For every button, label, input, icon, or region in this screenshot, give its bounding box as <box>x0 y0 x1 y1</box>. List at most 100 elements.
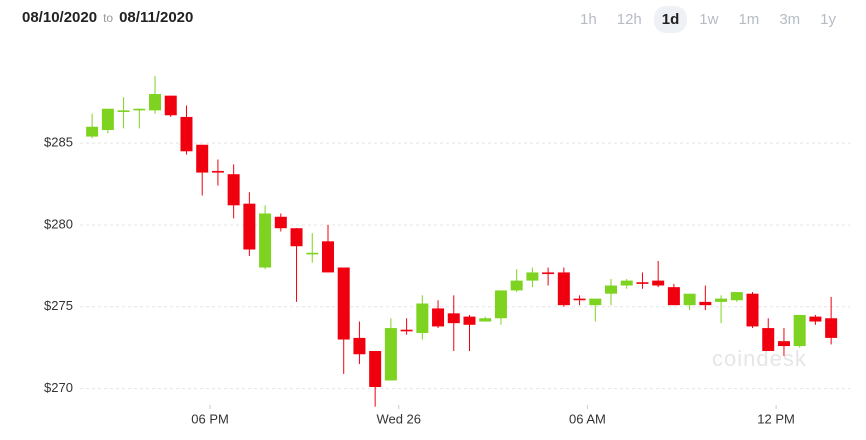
range-button[interactable]: 1m <box>738 11 760 28</box>
candle-body <box>180 116 193 152</box>
candle <box>542 267 555 286</box>
candle <box>557 267 570 307</box>
candle <box>400 318 413 335</box>
candle <box>290 228 303 302</box>
candle-body <box>227 174 240 206</box>
candle-body <box>510 280 523 291</box>
range-selector: 1h 12h 1d 1w 1m 3m 1y <box>568 6 844 33</box>
candle-body <box>494 290 507 319</box>
candle <box>479 316 492 322</box>
candle <box>667 283 680 306</box>
candle <box>211 159 224 186</box>
date-to[interactable]: 08/11/2020 <box>119 9 194 26</box>
y-tick-label: $285 <box>44 135 73 150</box>
candle <box>652 260 665 288</box>
candle <box>133 108 146 129</box>
candle-body <box>463 316 476 325</box>
candle-body <box>196 144 209 173</box>
range-button[interactable]: 1w <box>699 11 719 28</box>
candle-body <box>117 110 130 113</box>
candle-body <box>715 298 728 302</box>
candle <box>746 292 759 329</box>
x-tick-label: 12 PM <box>757 411 795 426</box>
date-separator: to <box>103 11 114 25</box>
candle <box>101 108 114 134</box>
y-tick-label: $280 <box>44 216 73 231</box>
range-button[interactable]: 12h <box>616 11 642 28</box>
candle-body <box>526 272 539 281</box>
candle <box>793 314 806 348</box>
candle-body <box>101 108 114 131</box>
candle <box>243 192 256 257</box>
candle-body <box>369 350 382 387</box>
candle <box>416 295 429 340</box>
candle <box>777 328 790 356</box>
candle-body <box>746 293 759 327</box>
candle-body <box>416 303 429 333</box>
candle <box>825 296 838 345</box>
candle <box>259 205 272 270</box>
candle-body <box>683 293 696 306</box>
candle <box>274 213 287 232</box>
candle-body <box>337 267 350 340</box>
candle-body <box>825 318 838 338</box>
candle-body <box>211 170 224 173</box>
candle-body <box>636 282 649 284</box>
candle <box>86 113 99 139</box>
y-tick-label: $270 <box>44 380 73 395</box>
candle <box>605 278 618 306</box>
candle-body <box>306 252 319 255</box>
candle-body <box>243 203 256 250</box>
range-button[interactable]: 3m <box>779 11 801 28</box>
candle-body <box>353 337 366 355</box>
date-from[interactable]: 08/10/2020 <box>22 9 98 26</box>
candle-body <box>793 314 806 347</box>
candle <box>715 295 728 324</box>
range-button[interactable]: 1y <box>820 11 836 28</box>
candle-body <box>667 287 680 306</box>
candle-body <box>573 298 586 301</box>
candle <box>730 292 743 302</box>
candle-body <box>86 126 99 137</box>
candle <box>683 293 696 311</box>
candle-body <box>777 341 790 347</box>
candle-body <box>589 298 602 306</box>
candle <box>369 350 382 407</box>
candle <box>573 295 586 306</box>
candle-body <box>730 292 743 301</box>
candle-body <box>809 316 822 322</box>
x-tick-label: 06 PM <box>191 411 229 426</box>
candle <box>432 300 445 329</box>
candle <box>306 233 319 263</box>
candle-body <box>164 95 177 116</box>
candle <box>510 269 523 293</box>
candle-body <box>542 272 555 275</box>
candle <box>494 290 507 325</box>
candle <box>589 298 602 322</box>
candle-body <box>762 328 775 351</box>
candle <box>636 272 649 289</box>
candle <box>463 314 476 351</box>
candle-body <box>400 329 413 332</box>
candle-body <box>321 241 334 273</box>
range-button[interactable]: 1h <box>580 11 597 28</box>
candle <box>447 295 460 351</box>
candle <box>149 76 162 114</box>
candle <box>337 267 350 374</box>
candle-body <box>652 280 665 286</box>
candle-body <box>432 308 445 327</box>
candle <box>353 321 366 365</box>
candle <box>227 164 240 219</box>
candle-body <box>620 280 633 286</box>
candle <box>809 314 822 325</box>
candle <box>620 278 633 289</box>
watermark: coindesk <box>712 346 807 371</box>
candle-body <box>605 285 618 294</box>
candle-body <box>479 318 492 322</box>
range-button[interactable]: 1d <box>653 6 688 33</box>
candle <box>180 105 193 155</box>
x-tick-label: 06 AM <box>569 411 606 426</box>
candle-body <box>557 272 570 306</box>
header: 08/10/2020 to 08/11/2020 1h 12h 1d 1w 1m 3m 1y <box>0 0 866 40</box>
